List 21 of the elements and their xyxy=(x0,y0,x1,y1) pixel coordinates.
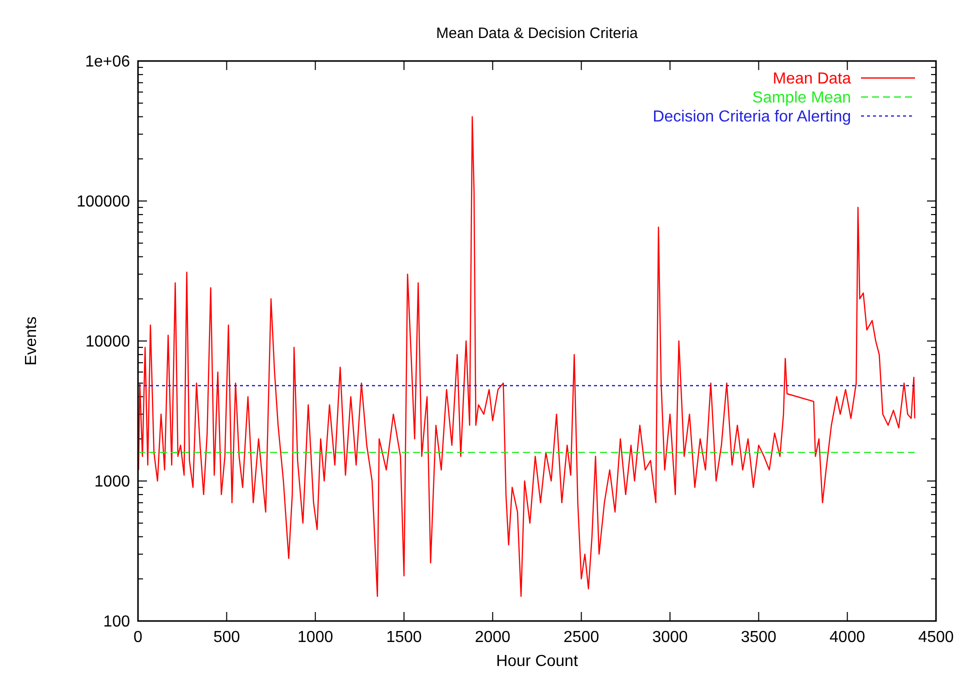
x-tick-label: 1000 xyxy=(298,629,334,646)
chart-title: Mean Data & Decision Criteria xyxy=(436,25,639,42)
x-tick-label: 2000 xyxy=(474,629,511,646)
x-tick-label: 500 xyxy=(213,629,240,646)
y-tick-label: 100 xyxy=(103,614,130,631)
x-tick-label: 0 xyxy=(134,629,143,646)
legend-label: Sample Mean xyxy=(752,90,851,107)
x-tick-label: 4500 xyxy=(918,629,954,646)
x-tick-label: 3500 xyxy=(740,629,777,646)
y-tick-label: 100000 xyxy=(76,194,130,211)
legend-label: Decision Criteria for Alerting xyxy=(652,108,851,126)
x-tick-label: 1500 xyxy=(386,629,422,646)
x-axis-title: Hour Count xyxy=(496,653,578,670)
x-tick-label: 4000 xyxy=(830,629,866,646)
y-tick-label: 10000 xyxy=(86,334,130,351)
y-tick-label: 1e+06 xyxy=(85,54,130,71)
y-tick-label: 1000 xyxy=(94,474,130,491)
x-tick-label: 2500 xyxy=(564,629,600,646)
x-tick-label: 3000 xyxy=(652,629,688,646)
y-axis-title: Events xyxy=(23,316,40,366)
legend-label: Mean Data xyxy=(772,70,852,88)
